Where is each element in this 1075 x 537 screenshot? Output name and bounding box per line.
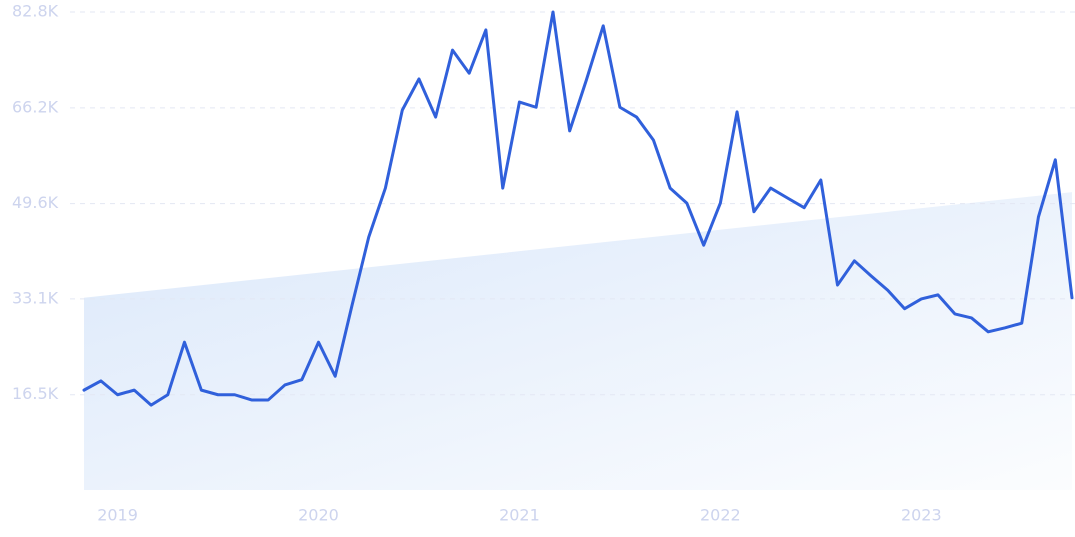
- x-tick-label: 2021: [499, 506, 540, 525]
- x-tick-label: 2022: [700, 506, 741, 525]
- y-tick-label: 66.2K: [12, 97, 59, 116]
- y-tick-label: 16.5K: [12, 384, 59, 403]
- trend-area: [84, 192, 1072, 490]
- x-tick-label: 2019: [97, 506, 138, 525]
- y-tick-label: 33.1K: [12, 288, 59, 307]
- y-tick-label: 49.6K: [12, 193, 59, 212]
- line: [82, 10, 1074, 407]
- y-tick-label: 82.8K: [12, 2, 59, 21]
- x-tick-label: 2020: [298, 506, 339, 525]
- x-tick-label: 2023: [901, 506, 942, 525]
